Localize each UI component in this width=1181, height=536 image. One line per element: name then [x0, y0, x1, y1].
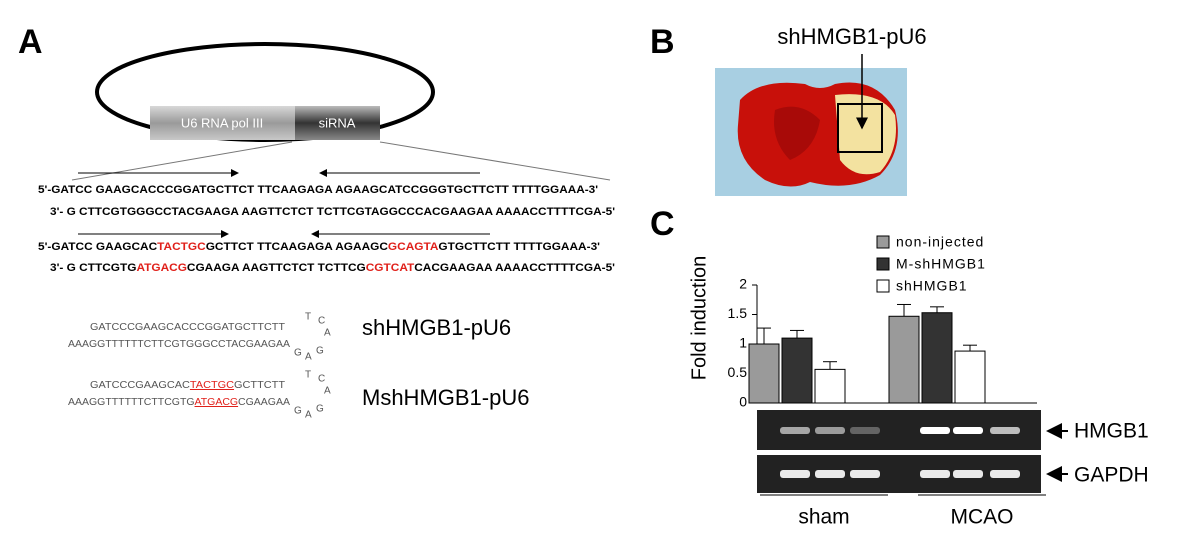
loop-base: G: [294, 406, 302, 417]
legend-swatch: [876, 235, 890, 249]
sequence-segment: AAAGGTTTTTTCTTCGTGGGCCTACGAAGAA: [68, 339, 290, 350]
sequence-line: AAAGGTTTTTTCTTCGTGGGCCTACGAAGAA: [68, 339, 290, 350]
band: [953, 470, 983, 478]
promoter-label: U6 RNA pol III: [181, 115, 263, 130]
sequence-segment: 5'-GATCC GAAGCAC: [38, 241, 157, 253]
insert-box: [295, 106, 380, 140]
sequence-line: 5'-GATCC GAAGCAC TACTGC GCTTCT TTCAAGAGA A…: [38, 241, 600, 253]
bar: [954, 350, 986, 404]
gel-label: GAPDH: [1074, 464, 1149, 487]
loop-base: A: [324, 328, 331, 339]
sequence-segment: AAAGGTTTTTTCTTCGTG: [68, 397, 195, 408]
bar: [921, 312, 953, 404]
loop-base: T: [305, 312, 311, 323]
insert-label: siRNA: [319, 115, 356, 130]
panel-label: C: [650, 205, 675, 243]
bar: [748, 343, 780, 404]
roi-box: [837, 103, 883, 153]
band: [850, 427, 880, 434]
legend-swatch: [876, 257, 890, 271]
sequence-segment: TACTGC: [190, 380, 234, 391]
loop-base: A: [305, 352, 312, 363]
sequence-segment: GCTTCTT: [234, 380, 285, 391]
sequence-segment: CGTCAT: [366, 262, 415, 274]
loop-base: C: [318, 316, 325, 327]
annotation: shHMGB1-pU6: [777, 24, 926, 49]
gel-label: HMGB1: [1074, 420, 1149, 443]
y-tick-label: 2: [739, 276, 747, 292]
sequence-line: 3'- G CTTCGTGGGCCTACGAAGA AAGTTCTCT TCTT…: [50, 206, 615, 218]
gel-bands: [780, 427, 1020, 478]
loop-base: G: [316, 346, 324, 357]
y-tick-label: 1.5: [728, 305, 748, 321]
band: [850, 470, 880, 478]
bar: [781, 337, 813, 404]
band: [920, 470, 950, 478]
loop-base: G: [316, 404, 324, 415]
y-tick-label: 0: [739, 394, 747, 410]
sequence-segment: ATGACG: [136, 262, 186, 274]
chart: 0 0.5 1 1.5 2 non-injected M-shHMGB1 shHMGB1 sha…: [728, 234, 1046, 529]
sequence-segment: GATCCCGAAGCACCCGGATGCTTCTT: [90, 322, 285, 333]
bar: [814, 368, 846, 404]
zoom-line: [379, 141, 611, 181]
sequence-line: AAAGGTTTTTTCTTCGTG ATGACG CGAAGAA: [68, 397, 290, 408]
promoter-box: [150, 106, 295, 140]
sequence-segment: 3'- G CTTCGTG: [50, 262, 136, 274]
sequence-segment: ATGACG: [195, 397, 239, 408]
loop-base: A: [305, 410, 312, 421]
band: [990, 427, 1020, 434]
sequence-segment: GCAGTA: [388, 241, 439, 253]
band: [780, 470, 810, 478]
sequence-segment: GCTTCT TTCAAGAGA AGAAGC: [206, 241, 388, 253]
sequence-segment: GTGCTTCTT TTTTGGAAA-3': [438, 241, 600, 253]
band: [780, 427, 810, 434]
sequence-segment: CGAAGAA: [238, 397, 290, 408]
panel-label: A: [18, 23, 43, 61]
legend-label: non-injected: [896, 234, 984, 250]
y-tick-label: 0.5: [728, 364, 748, 380]
band: [815, 470, 845, 478]
sequence-line: GATCCCGAAGCACCCGGATGCTTCTT: [90, 322, 285, 333]
sequence-line: 3'- G CTTCGTG ATGACG CGAAGA AAGTTCTCT TCTT…: [50, 262, 615, 274]
bar: [888, 315, 920, 404]
band: [953, 427, 983, 434]
loop-base: C: [318, 374, 325, 385]
loop-base: T: [305, 370, 311, 381]
loop-base: G: [294, 348, 302, 359]
construct-label: MshHMGB1-pU6: [362, 385, 529, 410]
brain-detail: [774, 106, 820, 160]
x-tick-label: sham: [798, 506, 849, 529]
sequence-segment: TACTGC: [157, 241, 206, 253]
legend-label: M-shHMGB1: [896, 256, 986, 272]
construct-label: shHMGB1-pU6: [362, 315, 511, 340]
band: [815, 427, 845, 434]
sequence-segment: GATCCCGAAGCAC: [90, 380, 190, 391]
sequences: 5'-GATCC GAAGCACCCGGATGCTTCT TTCAAGAGA A…: [38, 184, 615, 274]
x-tick-label: MCAO: [951, 506, 1014, 529]
loop-base: A: [324, 386, 331, 397]
legend-label: shHMGB1: [896, 278, 968, 294]
panel-label: B: [650, 23, 675, 61]
band: [990, 470, 1020, 478]
band: [920, 427, 950, 434]
sequence-segment: CGAAGA AAGTTCTCT TCTTCG: [187, 262, 366, 274]
hairpins: GATCCCGAAGCACCCGGATGCTTCTTAAAGGTTTTTTCTT…: [68, 312, 529, 421]
legend-swatch: [876, 279, 890, 293]
sequence-line: GATCCCGAAGCAC TACTGC GCTTCTT: [90, 380, 285, 391]
infarct: [835, 94, 896, 175]
sequence-line: 5'-GATCC GAAGCACCCGGATGCTTCT TTCAAGAGA A…: [38, 184, 598, 196]
y-axis-label: Fold induction: [688, 256, 710, 381]
sequence-segment: 3'- G CTTCGTGGGCCTACGAAGA AAGTTCTCT TCTT…: [50, 206, 615, 218]
y-tick-label: 1: [739, 335, 747, 351]
sequence-segment: 5'-GATCC GAAGCACCCGGATGCTTCT TTCAAGAGA A…: [38, 184, 598, 196]
sequence-segment: CACGAAGAA AAAACCTTTTCGA-5': [414, 262, 615, 274]
zoom-line: [71, 141, 293, 181]
